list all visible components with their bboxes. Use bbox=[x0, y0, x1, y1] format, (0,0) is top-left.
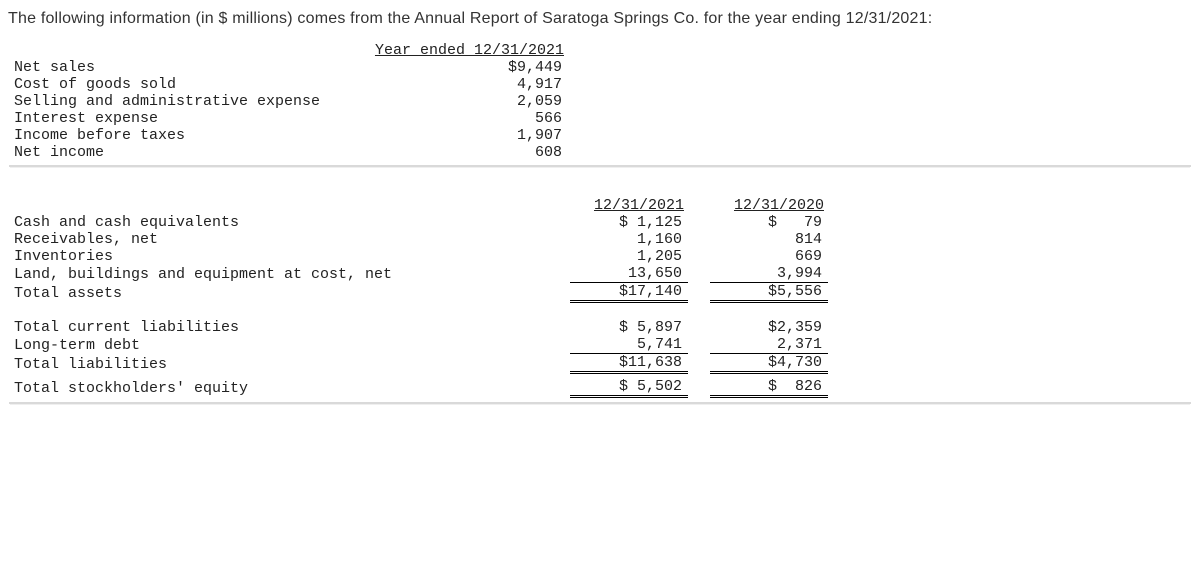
row-value: 5,741 bbox=[570, 336, 688, 354]
row-value: 1,160 bbox=[570, 231, 688, 248]
row-value: $ 5,897 bbox=[570, 319, 688, 336]
balance-sheet-table: 12/31/2021 12/31/2020 Cash and cash equi… bbox=[8, 197, 828, 398]
row-label: Total stockholders' equity bbox=[8, 373, 570, 397]
row-label: Net income bbox=[8, 144, 371, 161]
row-label: Cash and cash equivalents bbox=[8, 214, 570, 231]
table-row: Inventories 1,205 669 bbox=[8, 248, 828, 265]
row-value: 4,917 bbox=[371, 76, 568, 93]
row-value: 1,907 bbox=[371, 127, 568, 144]
row-label: Long-term debt bbox=[8, 336, 570, 354]
row-value: $17,140 bbox=[570, 283, 688, 302]
income-period-header: Year ended 12/31/2021 bbox=[371, 42, 568, 59]
row-label: Cost of goods sold bbox=[8, 76, 371, 93]
row-label: Net sales bbox=[8, 59, 371, 76]
row-value: 814 bbox=[710, 231, 828, 248]
income-header-row: Year ended 12/31/2021 bbox=[8, 42, 568, 59]
row-label: Total liabilities bbox=[8, 354, 570, 373]
table-row: Long-term debt 5,741 2,371 bbox=[8, 336, 828, 354]
table-row: Selling and administrative expense 2,059 bbox=[8, 93, 568, 110]
row-value: $4,730 bbox=[710, 354, 828, 373]
row-value: $9,449 bbox=[371, 59, 568, 76]
row-value: $2,359 bbox=[710, 319, 828, 336]
row-value: $ 79 bbox=[710, 214, 828, 231]
row-value: $ 826 bbox=[710, 373, 828, 397]
bs-col2-header: 12/31/2020 bbox=[710, 197, 828, 214]
row-label: Receivables, net bbox=[8, 231, 570, 248]
table-row: Interest expense 566 bbox=[8, 110, 568, 127]
table-row: Land, buildings and equipment at cost, n… bbox=[8, 265, 828, 283]
row-value: 669 bbox=[710, 248, 828, 265]
total-equity-row: Total stockholders' equity $ 5,502 $ 826 bbox=[8, 373, 828, 397]
total-assets-row: Total assets $17,140 $5,556 bbox=[8, 283, 828, 302]
income-statement-block: Year ended 12/31/2021 Net sales $9,449 C… bbox=[8, 42, 1192, 165]
row-value: 13,650 bbox=[570, 265, 688, 283]
row-value: $ 5,502 bbox=[570, 373, 688, 397]
row-label: Inventories bbox=[8, 248, 570, 265]
row-value: 1,205 bbox=[570, 248, 688, 265]
row-value: 2,059 bbox=[371, 93, 568, 110]
table-row: Cost of goods sold 4,917 bbox=[8, 76, 568, 93]
table-row: Total current liabilities $ 5,897 $2,359 bbox=[8, 319, 828, 336]
table-row: Receivables, net 1,160 814 bbox=[8, 231, 828, 248]
table-row: Cash and cash equivalents $ 1,125 $ 79 bbox=[8, 214, 828, 231]
table-row: Income before taxes 1,907 bbox=[8, 127, 568, 144]
row-value: 608 bbox=[371, 144, 568, 161]
row-value: $11,638 bbox=[570, 354, 688, 373]
row-value: 3,994 bbox=[710, 265, 828, 283]
bs-col1-header: 12/31/2021 bbox=[570, 197, 688, 214]
row-value: 2,371 bbox=[710, 336, 828, 354]
bs-header-row: 12/31/2021 12/31/2020 bbox=[8, 197, 828, 214]
row-value: $ 1,125 bbox=[570, 214, 688, 231]
income-statement-table: Year ended 12/31/2021 Net sales $9,449 C… bbox=[8, 42, 568, 161]
row-label: Total current liabilities bbox=[8, 319, 570, 336]
row-label: Land, buildings and equipment at cost, n… bbox=[8, 265, 570, 283]
table-row: Net income 608 bbox=[8, 144, 568, 161]
row-label: Income before taxes bbox=[8, 127, 371, 144]
intro-text: The following information (in $ millions… bbox=[8, 10, 1192, 28]
row-label: Interest expense bbox=[8, 110, 371, 127]
row-label: Selling and administrative expense bbox=[8, 93, 371, 110]
total-liabilities-row: Total liabilities $11,638 $4,730 bbox=[8, 354, 828, 373]
row-value: 566 bbox=[371, 110, 568, 127]
row-value: $5,556 bbox=[710, 283, 828, 302]
table-row: Net sales $9,449 bbox=[8, 59, 568, 76]
row-label: Total assets bbox=[8, 283, 570, 302]
balance-sheet-block: 12/31/2021 12/31/2020 Cash and cash equi… bbox=[8, 197, 1192, 402]
